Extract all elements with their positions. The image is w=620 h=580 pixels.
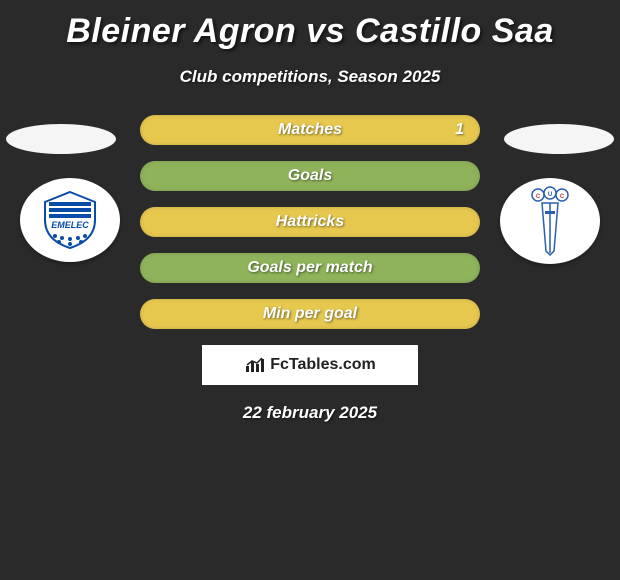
chart-icon <box>244 356 266 374</box>
page-title: Bleiner Agron vs Castillo Saa <box>0 0 620 51</box>
catolica-logo-icon: C U C <box>520 185 580 257</box>
club-badge-left: EMELEC <box>20 178 120 262</box>
stat-row-goals: Goals <box>140 161 480 191</box>
stat-label: Goals per match <box>247 259 372 277</box>
stat-row-min-per-goal: Min per goal <box>140 299 480 329</box>
stat-row-goals-per-match: Goals per match <box>140 253 480 283</box>
svg-text:EMELEC: EMELEC <box>51 220 89 230</box>
stats-container: Matches 1 Goals Hattricks Goals per matc… <box>140 115 480 329</box>
player-head-right <box>504 124 614 154</box>
stat-label: Min per goal <box>263 305 357 323</box>
stat-value-right: 1 <box>455 121 464 139</box>
svg-text:C: C <box>560 194 565 200</box>
club-badge-right: C U C <box>500 178 600 264</box>
stat-row-hattricks: Hattricks <box>140 207 480 237</box>
stat-label: Goals <box>288 167 332 185</box>
attribution-text: FcTables.com <box>270 356 376 374</box>
emelec-logo-icon: EMELEC <box>35 188 105 252</box>
stat-label: Hattricks <box>276 213 344 231</box>
stat-label: Matches <box>278 121 342 139</box>
svg-text:C: C <box>536 194 541 200</box>
date-text: 22 february 2025 <box>0 403 620 423</box>
subtitle: Club competitions, Season 2025 <box>0 67 620 87</box>
svg-text:U: U <box>548 192 552 198</box>
player-head-left <box>6 124 116 154</box>
attribution-badge: FcTables.com <box>202 345 418 385</box>
stat-row-matches: Matches 1 <box>140 115 480 145</box>
